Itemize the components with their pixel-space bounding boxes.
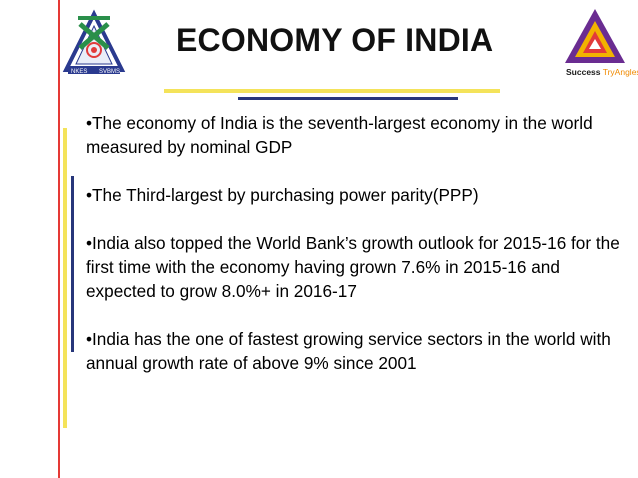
- brand-caption: Success TryAngles: [566, 67, 638, 77]
- left-red-rule: [58, 0, 60, 478]
- left-navy-rule: [71, 176, 74, 352]
- title-yellow-underline: [164, 89, 500, 93]
- success-tryangles-logo-icon: [565, 9, 625, 63]
- bullet-item: •The economy of India is the seventh-lar…: [86, 113, 593, 157]
- bullet-item: •The Third-largest by purchasing power p…: [86, 185, 479, 205]
- brand-soft-text: TryAngles: [602, 67, 638, 77]
- emblem-left-text: NKES: [71, 69, 87, 75]
- bullet-item: •India has the one of fastest growing se…: [86, 329, 611, 373]
- school-emblem-icon: NKES SVBMS: [62, 9, 126, 75]
- bullet-list: •The economy of India is the seventh-lar…: [86, 111, 622, 375]
- bullet-item: •India also topped the World Bank’s grow…: [86, 233, 620, 301]
- left-yellow-rule: [63, 128, 67, 428]
- brand-strong-text: Success: [566, 67, 601, 77]
- slide-title: ECONOMY OF INDIA: [176, 22, 494, 58]
- title-navy-underline: [238, 97, 458, 100]
- emblem-right-text: SVBMS: [99, 69, 120, 75]
